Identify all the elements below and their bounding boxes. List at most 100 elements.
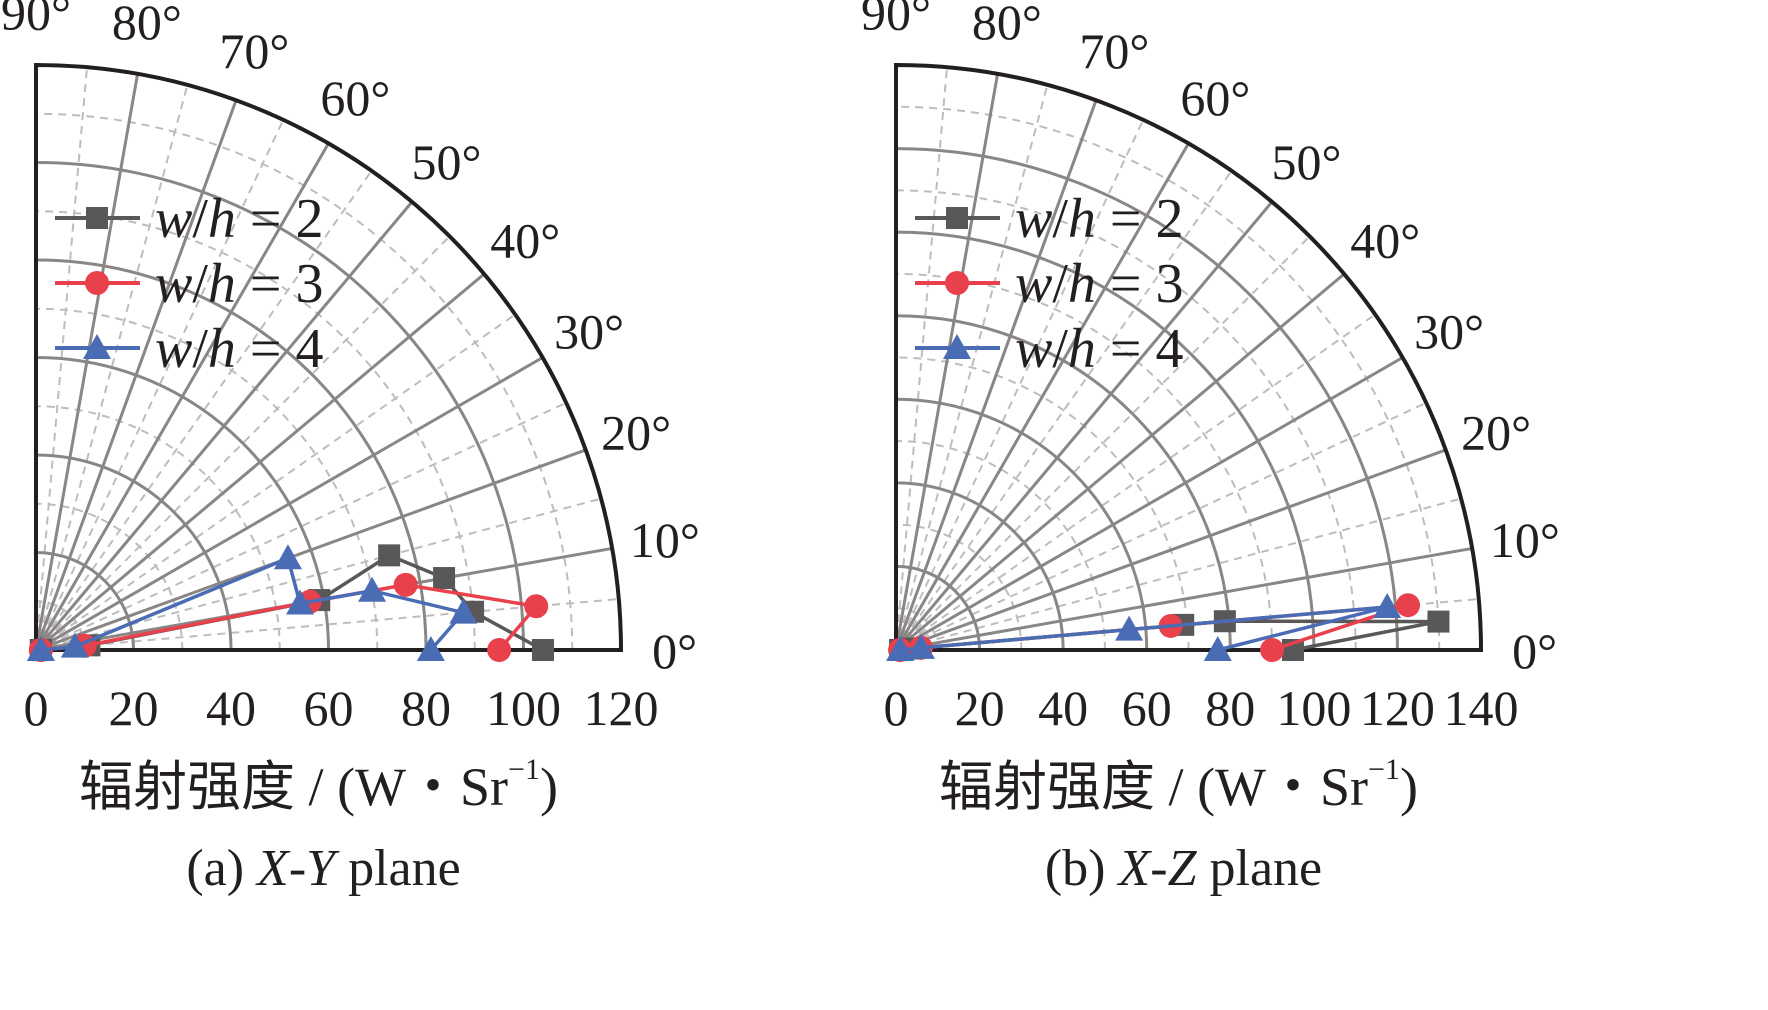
caption-axis-2: Y bbox=[306, 840, 340, 897]
major-radius-gridline bbox=[895, 314, 1232, 651]
angle-tick-label: 80° bbox=[972, 0, 1042, 50]
angle-tick-label: 10° bbox=[1490, 512, 1560, 568]
legend-var-w: w bbox=[155, 318, 192, 380]
angle-tick-label: 40° bbox=[490, 212, 560, 268]
data-point-square bbox=[1427, 610, 1450, 633]
caption-prefix: (a) bbox=[186, 840, 257, 897]
angle-tick-label: 60° bbox=[1180, 70, 1250, 126]
series-line bbox=[40, 555, 467, 652]
x-axis-label: 辐射强度 / (W・Sr−1) bbox=[939, 753, 1418, 817]
legend-var-w: w bbox=[155, 188, 192, 250]
major-angle-gridline bbox=[34, 73, 140, 651]
minor-radius-gridline bbox=[35, 210, 476, 651]
minor-radius-gridline bbox=[895, 105, 1441, 651]
data-point-triangle bbox=[943, 334, 971, 359]
caption-dash: - bbox=[1150, 840, 1167, 897]
data-point-triangle bbox=[83, 334, 111, 359]
legend-var-w: w bbox=[155, 253, 192, 315]
major-radius-gridline bbox=[35, 453, 233, 651]
legend-slash: / bbox=[1052, 318, 1068, 380]
x-axis-label-text: 辐射强度 / (W・Sr bbox=[79, 757, 508, 817]
data-point-circle bbox=[85, 271, 109, 295]
data-point-circle bbox=[524, 594, 549, 619]
minor-radius-gridline bbox=[895, 356, 1190, 651]
legend-var-w: w bbox=[1015, 318, 1052, 380]
x-axis-label-text: 辐射强度 / (W・Sr bbox=[939, 757, 1368, 817]
minor-radius-gridline bbox=[895, 272, 1274, 651]
data-point-triangle bbox=[906, 633, 935, 659]
radius-tick-label: 40 bbox=[1038, 680, 1088, 736]
angle-tick-label: 70° bbox=[219, 23, 289, 79]
caption-dash: - bbox=[289, 840, 306, 897]
legend-label: w/h = 2 bbox=[155, 188, 324, 250]
data-point-square bbox=[433, 567, 456, 590]
radius-tick-label: 60 bbox=[304, 680, 354, 736]
data-point-circle bbox=[487, 638, 512, 662]
data-point-triangle bbox=[273, 544, 302, 570]
major-radius-gridline bbox=[895, 397, 1149, 651]
major-angle-gridline bbox=[894, 73, 1000, 651]
legend-value: = 2 bbox=[236, 188, 324, 250]
angle-tick-label: 90° bbox=[1, 0, 71, 40]
major-radius-gridline bbox=[895, 481, 1065, 651]
legend-value: = 4 bbox=[1096, 318, 1184, 380]
major-radius-gridline bbox=[895, 147, 1399, 651]
major-angle-gridline bbox=[34, 200, 414, 651]
angle-tick-label: 20° bbox=[601, 405, 671, 461]
minor-radius-gridline bbox=[895, 440, 1106, 651]
angle-tick-label: 30° bbox=[554, 304, 624, 360]
angle-tick-label: 40° bbox=[1350, 212, 1420, 268]
angle-tick-label: 80° bbox=[112, 0, 182, 50]
radius-tick-label: 140 bbox=[1444, 680, 1519, 736]
radius-tick-label: 60 bbox=[1122, 680, 1172, 736]
legend-label: w/h = 4 bbox=[1015, 318, 1184, 380]
minor-radius-gridline bbox=[35, 502, 184, 651]
major-radius-gridline bbox=[895, 564, 982, 651]
radius-tick-label: 100 bbox=[1276, 680, 1351, 736]
data-point-triangle bbox=[286, 589, 315, 615]
legend-slash: / bbox=[1052, 188, 1068, 250]
x-axis-label-close: ) bbox=[540, 757, 558, 817]
major-angle-gridline bbox=[894, 142, 1190, 651]
legend-slash: / bbox=[192, 253, 208, 315]
legend-var-h: h bbox=[1068, 188, 1096, 250]
minor-radius-gridline bbox=[35, 307, 379, 651]
data-point-triangle bbox=[1115, 615, 1144, 641]
x-axis-label-close: ) bbox=[1400, 757, 1418, 817]
legend-var-w: w bbox=[1015, 188, 1052, 250]
x-axis-label-superscript: −1 bbox=[508, 753, 540, 786]
radius-tick-label: 0 bbox=[884, 680, 909, 736]
radius-tick-label: 0 bbox=[24, 680, 49, 736]
series-3 bbox=[26, 544, 478, 661]
angle-tick-label: 70° bbox=[1079, 23, 1149, 79]
legend-slash: / bbox=[192, 188, 208, 250]
legend-var-h: h bbox=[208, 318, 236, 380]
major-angle-gridline bbox=[35, 448, 587, 652]
legend-var-h: h bbox=[208, 188, 236, 250]
polar-frame bbox=[894, 62, 1484, 652]
minor-radius-gridline bbox=[35, 405, 281, 651]
data-point-triangle bbox=[886, 636, 915, 661]
data-point-triangle bbox=[358, 576, 387, 602]
major-angle-gridline bbox=[34, 142, 330, 651]
major-angle-gridline bbox=[895, 546, 1473, 652]
major-radius-gridline bbox=[35, 161, 525, 651]
data-point-triangle bbox=[1203, 636, 1232, 661]
major-angle-gridline bbox=[35, 356, 544, 652]
radius-tick-label: 120 bbox=[584, 680, 659, 736]
major-radius-gridline bbox=[35, 551, 135, 651]
radius-tick-label: 120 bbox=[1360, 680, 1435, 736]
legend-label: w/h = 3 bbox=[1015, 253, 1184, 315]
legend-value: = 2 bbox=[1096, 188, 1184, 250]
caption-suffix: plane bbox=[335, 840, 461, 897]
major-angle-gridline bbox=[895, 272, 1346, 652]
legend-value: = 3 bbox=[1096, 253, 1184, 315]
minor-angle-gridline bbox=[895, 67, 948, 651]
angle-tick-label: 0° bbox=[652, 623, 697, 679]
legend: w/h = 2w/h = 3w/h = 4 bbox=[55, 188, 324, 380]
major-angle-gridline bbox=[894, 99, 1098, 651]
data-point-triangle bbox=[26, 636, 55, 661]
legend: w/h = 2w/h = 3w/h = 4 bbox=[915, 188, 1184, 380]
